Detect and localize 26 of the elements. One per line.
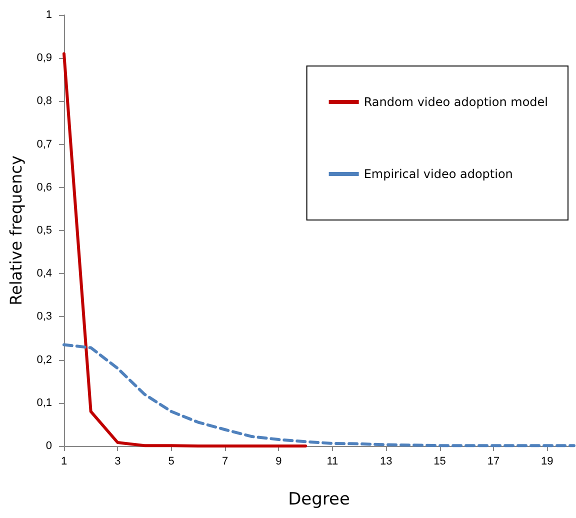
y-tick-label: 0,9 (36, 52, 52, 64)
x-tick-label: 17 (487, 456, 500, 468)
x-tick-label: 15 (434, 456, 446, 468)
x-tick-label: 1 (60, 456, 68, 468)
x-tick-label: 19 (541, 456, 554, 468)
y-axis-title: Relative frequency (6, 156, 26, 306)
y-tick-label: 0 (46, 440, 52, 452)
x-tick-label: 9 (276, 456, 282, 468)
x-tick-label: 11 (326, 456, 338, 468)
x-tick-label: 13 (380, 456, 392, 468)
y-tick-label: 0,2 (36, 354, 52, 366)
y-tick-label: 0,5 (36, 224, 52, 236)
x-axis-title: Degree (288, 490, 350, 510)
y-tick-label: 0,4 (36, 268, 52, 280)
legend-label: Random video adoption model (364, 95, 548, 109)
x-tick-label: 3 (114, 456, 121, 468)
x-tick-label: 7 (222, 456, 228, 468)
x-tick-label: 5 (168, 456, 174, 468)
y-tick-label: 0,3 (36, 310, 52, 323)
y-tick-label: 1 (46, 9, 52, 21)
y-tick-label: 0,6 (36, 181, 52, 194)
line-series (62, 52, 308, 448)
legend-label: Empirical video adoption (364, 167, 513, 181)
y-tick-label: 0,1 (36, 396, 52, 409)
y-tick-label: 0,8 (36, 95, 52, 108)
y-tick-label: 0,7 (36, 138, 52, 150)
